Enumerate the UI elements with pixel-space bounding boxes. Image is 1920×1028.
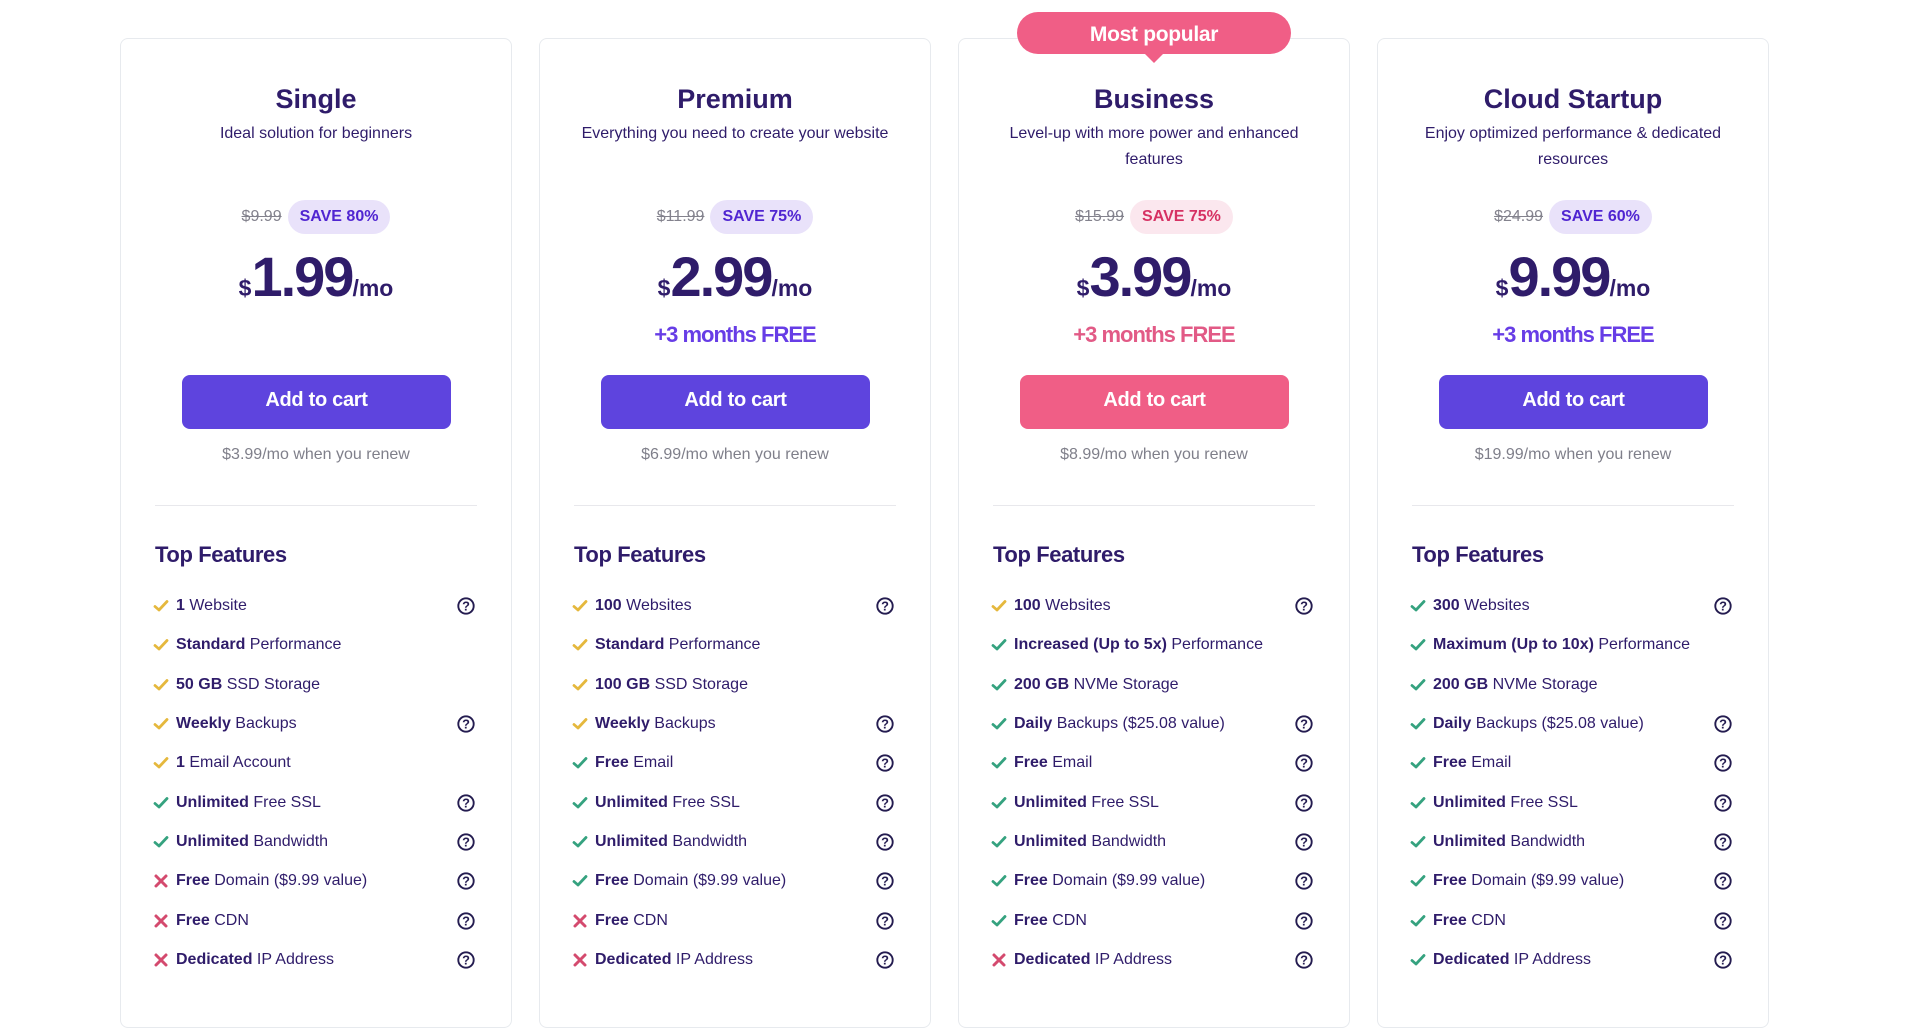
svg-text:?: ? (1719, 756, 1727, 771)
svg-text:?: ? (1300, 599, 1308, 614)
svg-text:?: ? (462, 913, 470, 928)
svg-text:?: ? (462, 835, 470, 850)
svg-text:?: ? (1300, 874, 1308, 889)
svg-text:?: ? (462, 599, 470, 614)
svg-text:?: ? (1719, 599, 1727, 614)
svg-text:?: ? (881, 874, 889, 889)
svg-text:?: ? (1300, 795, 1308, 810)
svg-text:?: ? (1719, 913, 1727, 928)
svg-text:?: ? (462, 795, 470, 810)
svg-text:?: ? (462, 874, 470, 889)
svg-text:?: ? (1719, 717, 1727, 732)
svg-text:?: ? (1719, 795, 1727, 810)
svg-text:?: ? (1300, 953, 1308, 968)
svg-text:?: ? (881, 756, 889, 771)
svg-text:?: ? (881, 953, 889, 968)
svg-text:?: ? (1300, 717, 1308, 732)
svg-text:?: ? (462, 953, 470, 968)
svg-text:?: ? (881, 599, 889, 614)
svg-text:?: ? (881, 913, 889, 928)
svg-text:?: ? (881, 835, 889, 850)
svg-text:?: ? (1300, 835, 1308, 850)
svg-text:?: ? (1719, 874, 1727, 889)
svg-text:?: ? (881, 795, 889, 810)
svg-text:?: ? (1719, 835, 1727, 850)
svg-text:?: ? (1300, 756, 1308, 771)
svg-text:?: ? (462, 717, 470, 732)
svg-text:?: ? (1300, 913, 1308, 928)
svg-text:?: ? (1719, 953, 1727, 968)
svg-text:?: ? (881, 717, 889, 732)
